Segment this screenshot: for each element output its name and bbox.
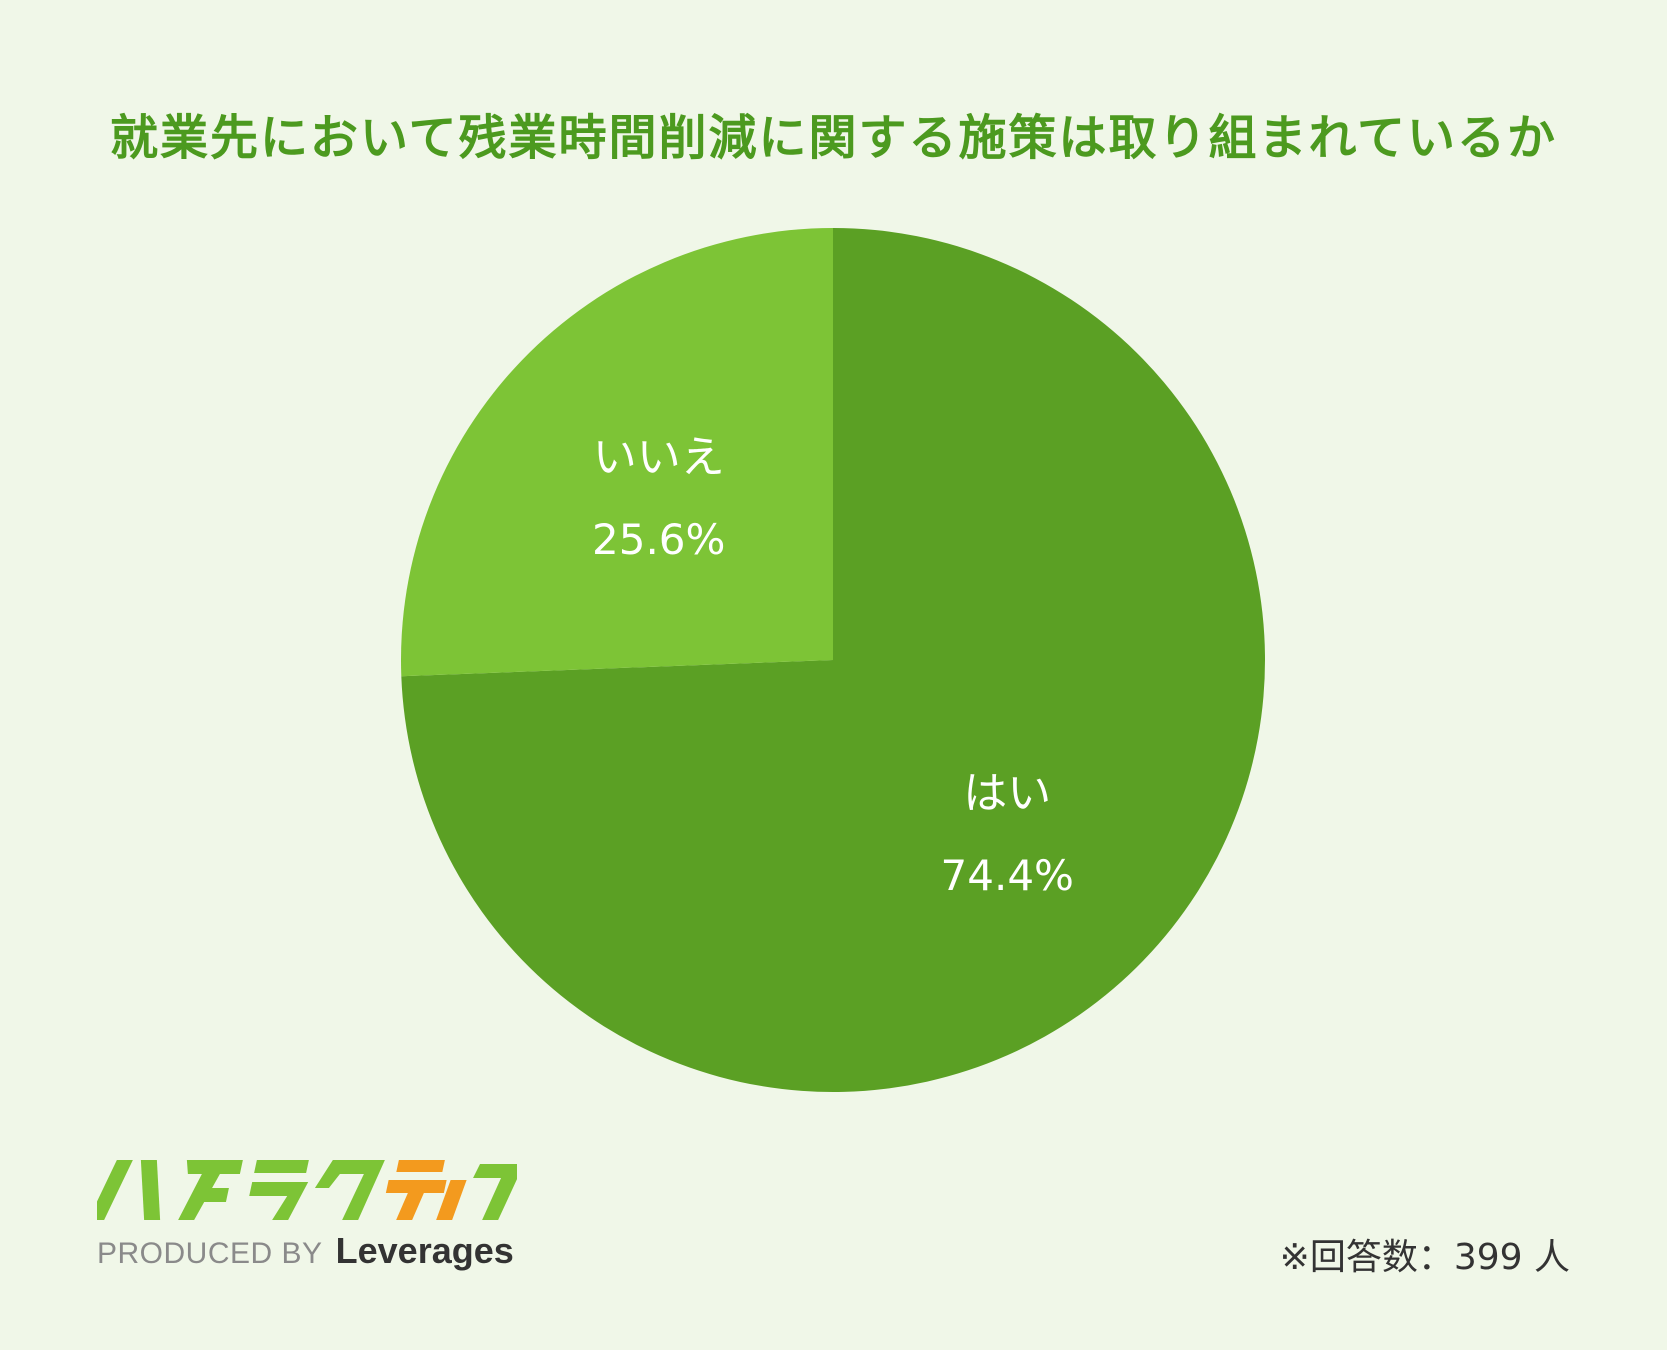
hataractive-logo (97, 1150, 517, 1230)
slice-no-value: 25.6% (592, 515, 725, 564)
chart-title: 就業先において残業時間削減に関する施策は取り組まれているか (109, 110, 1558, 166)
slice-no (400, 228, 833, 677)
slice-yes (401, 228, 1265, 1092)
produced-by-text: PRODUCED BY (97, 1237, 323, 1270)
slice-yes-label: はい (963, 768, 1051, 819)
slice-no-label: いいえ (593, 432, 725, 483)
leverages-brand: Leverages (335, 1230, 514, 1271)
pie-chart: はい 74.4% いいえ 25.6% (400, 228, 1265, 1092)
slice-yes-value: 74.4% (941, 851, 1074, 900)
produced-by-line: PRODUCED BY Leverages (97, 1230, 514, 1272)
respondent-count-note: ※回答数：399 人 (1279, 1237, 1570, 1278)
